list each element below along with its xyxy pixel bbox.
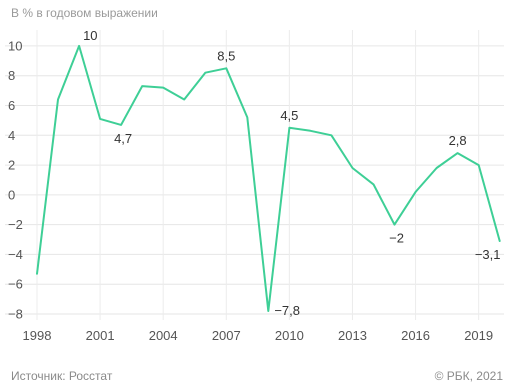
y-tick-label: 2 [8, 158, 15, 173]
y-tick-label: 4 [8, 128, 15, 143]
x-tick-label: 2007 [212, 328, 241, 343]
x-axis-ticks: 1998 2001 2004 2007 2010 2013 2016 2019 [23, 328, 494, 343]
series-line-layer [36, 44, 501, 312]
data-label: −7,8 [274, 303, 300, 318]
data-label: −3,1 [475, 247, 501, 262]
y-tick-label: 6 [8, 98, 15, 113]
data-labels: 10 4,7 8,5 −7,8 4,5 −2 2,8 −3,1 [83, 28, 500, 318]
chart-copyright: © РБК, 2021 [434, 369, 503, 383]
data-label: 2,8 [449, 133, 467, 148]
series-line [36, 44, 501, 312]
y-tick-label: 8 [8, 68, 15, 83]
data-label: 8,5 [217, 48, 235, 63]
y-tick-label: −8 [8, 307, 23, 322]
y-axis-ticks: 10 8 6 4 2 0 −2 −4 −6 −8 [8, 38, 23, 321]
y-tick-label: 10 [8, 38, 22, 53]
chart-source: Источник: Росстат [11, 369, 113, 383]
y-tick-label: −6 [8, 277, 23, 292]
data-label: 4,5 [280, 108, 298, 123]
y-tick-label: −2 [8, 217, 23, 232]
data-label: −2 [389, 231, 404, 246]
y-tick-label: −4 [8, 247, 23, 262]
y-tick-label: 0 [8, 187, 15, 202]
x-tick-label: 2016 [401, 328, 430, 343]
x-tick-label: 2019 [464, 328, 493, 343]
data-label: 4,7 [114, 131, 132, 146]
chart-subtitle: В % в годовом выражении [11, 6, 158, 20]
data-label: 10 [83, 28, 97, 43]
x-tick-label: 2001 [86, 328, 115, 343]
x-tick-label: 2004 [149, 328, 178, 343]
x-tick-label: 2010 [275, 328, 304, 343]
x-tick-label: 1998 [23, 328, 52, 343]
x-tick-label: 2013 [338, 328, 367, 343]
